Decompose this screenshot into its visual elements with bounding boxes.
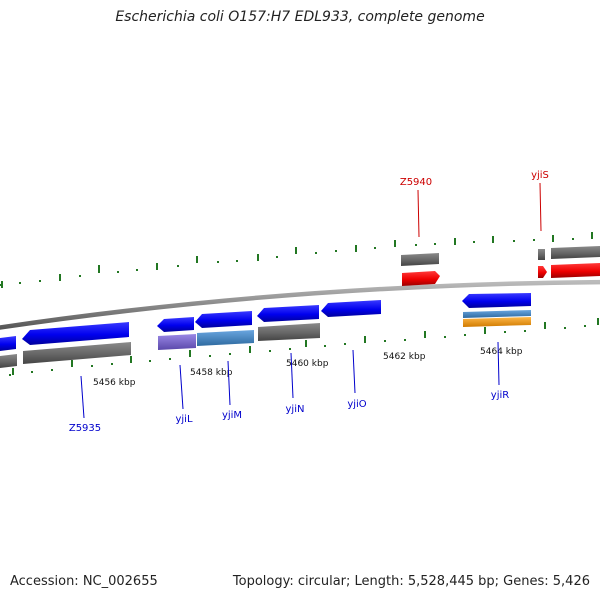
reverse-features bbox=[0, 293, 531, 368]
gene-yjis-arrow[interactable] bbox=[551, 263, 600, 278]
cog-feature-steel bbox=[197, 330, 254, 346]
scale-label: 5456 kbp bbox=[93, 378, 136, 388]
accession-text: Accession: NC_002655 bbox=[10, 574, 158, 589]
cog-feature-orange bbox=[463, 317, 531, 327]
gene-yjio-arrow[interactable] bbox=[321, 300, 381, 317]
label-leader-line bbox=[539, 182, 542, 232]
map-title: Escherichia coli O157:H7 EDL933, complet… bbox=[115, 9, 485, 25]
label-leader-line bbox=[417, 189, 420, 238]
cog-feature-purple bbox=[158, 334, 196, 350]
hypothetical-feature bbox=[551, 246, 600, 259]
gene-label-yjis[interactable]: yjiS bbox=[531, 170, 549, 181]
label-leader-line bbox=[80, 375, 85, 419]
scale-label: 5458 kbp bbox=[190, 368, 233, 378]
gene-z5935-arrow[interactable] bbox=[22, 322, 129, 345]
cog-feature-steel bbox=[463, 310, 531, 318]
scale-label: 5460 kbp bbox=[286, 359, 329, 369]
gene-label-yjil[interactable]: yjiL bbox=[175, 414, 192, 425]
gene-yjim-arrow[interactable] bbox=[195, 311, 252, 328]
outer-tick-ring bbox=[0, 232, 593, 288]
gene-arrow[interactable] bbox=[0, 336, 16, 351]
label-leader-line bbox=[227, 360, 231, 406]
gene-label-yjio[interactable]: yjiO bbox=[347, 399, 366, 410]
forward-gene-labels: Z5940 yjiS bbox=[400, 170, 549, 238]
gene-label-yjin[interactable]: yjiN bbox=[286, 404, 305, 415]
genome-stats-text: Topology: circular; Length: 5,528,445 bp… bbox=[232, 574, 590, 589]
reverse-gene-labels: Z5935 yjiL yjiM yjiN yjiO yjiR bbox=[69, 341, 509, 434]
gene-label-z5935[interactable]: Z5935 bbox=[69, 423, 101, 434]
label-leader-line bbox=[179, 364, 184, 410]
genome-backbone bbox=[0, 279, 600, 330]
gene-label-z5940[interactable]: Z5940 bbox=[400, 177, 432, 188]
hypothetical-feature bbox=[538, 249, 545, 260]
hypothetical-feature bbox=[401, 253, 439, 266]
gene-yjis-arrow-start[interactable] bbox=[538, 266, 547, 278]
gene-label-yjim[interactable]: yjiM bbox=[222, 410, 242, 421]
gene-yjir-arrow[interactable] bbox=[462, 293, 531, 308]
gene-yjin-arrow[interactable] bbox=[257, 305, 319, 322]
hypothetical-feature bbox=[23, 342, 131, 364]
scale-label: 5462 kbp bbox=[383, 352, 426, 362]
label-leader-line bbox=[290, 352, 294, 399]
gene-label-yjir[interactable]: yjiR bbox=[491, 390, 509, 401]
hypothetical-feature bbox=[0, 354, 17, 368]
forward-features bbox=[401, 246, 600, 286]
label-leader-line bbox=[352, 349, 356, 394]
gene-z5940-arrow[interactable] bbox=[402, 271, 440, 286]
gene-yjil-arrow[interactable] bbox=[157, 317, 194, 332]
label-leader-line bbox=[497, 341, 500, 386]
inner-tick-ring bbox=[9, 318, 599, 376]
scale-label: 5464 kbp bbox=[480, 347, 523, 357]
hypothetical-feature bbox=[258, 323, 320, 341]
scale-labels: 5456 kbp 5458 kbp 5460 kbp 5462 kbp 5464… bbox=[93, 347, 523, 388]
